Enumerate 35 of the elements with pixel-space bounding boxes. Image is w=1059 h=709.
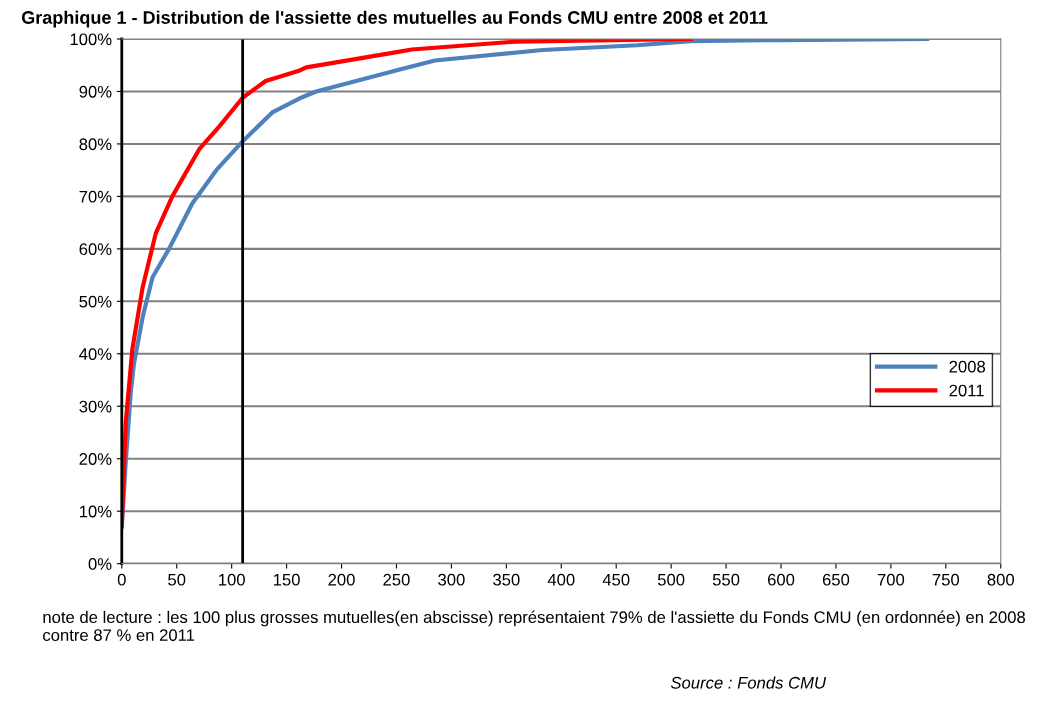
line-series [121,38,694,528]
y-tick-label: 40% [79,348,112,360]
x-tick-label: 400 [547,573,575,586]
x-tick-label: 600 [767,573,795,586]
y-tick-label: 20% [79,453,112,465]
legend-label: 2011 [949,384,984,397]
x-tick-label: 650 [822,573,850,586]
x-tick-label: 350 [493,573,520,586]
x-tick-label: 700 [877,573,905,586]
x-tick-label: 200 [328,573,355,586]
x-tick-label: 100 [219,573,245,586]
x-tick-label: 500 [657,573,685,586]
x-tick-label: 250 [383,573,410,586]
x-tick-label: 50 [168,573,186,586]
y-tick-label: 30% [79,400,112,413]
text: note de lecture : les 100 plus grosses mutuelles(en abscisse) représentaient 79% de l'assiette du Fonds CMU (en ordonnée) en 2008 contre 87 % en 2011 [43,610,1026,642]
source-note: Source : Fonds CMU [670,676,827,689]
chart-title: Graphique 1 - Distribution de l'assiette des mutuelles au Fonds CMU entre 2008 et 2011 [21,10,768,28]
x-tick-label: 0 [117,573,126,586]
y-tick-label: 10% [79,505,112,518]
y-tick-label: 50% [79,295,112,308]
x-tick-label: 150 [273,573,300,586]
y-tick-label: 70% [79,190,112,203]
y-tick-label: 80% [79,138,112,151]
x-tick-label: 300 [438,573,465,586]
y-tick-label: 0% [88,558,112,570]
y-tick-label: 100% [70,33,112,46]
y-tick-label: 90% [79,85,112,98]
y-tick-label: 60% [79,243,112,256]
x-tick-label: 450 [602,573,630,586]
x-tick-label: 750 [932,573,960,586]
x-tick-label: 800 [987,573,1015,586]
line-series [121,38,930,530]
x-tick-label: 550 [712,573,740,586]
legend-label: 2008 [949,360,986,373]
